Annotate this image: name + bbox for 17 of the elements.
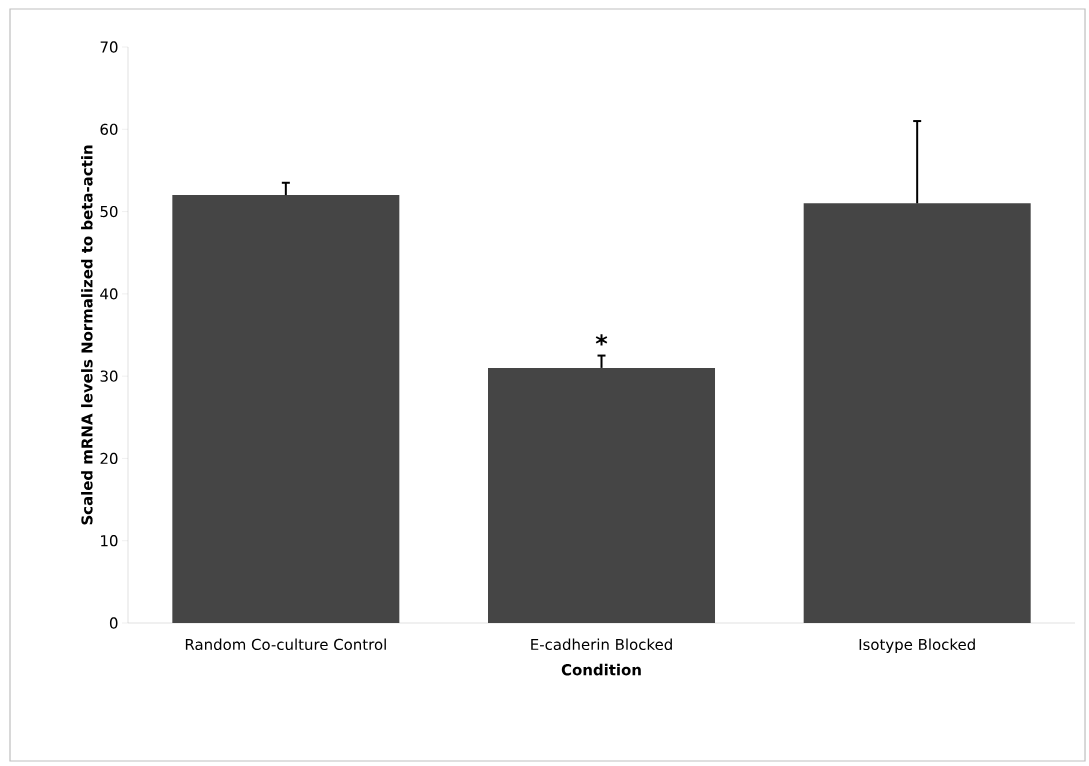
bar	[172, 195, 400, 623]
x-tick-label: Random Co-culture Control	[185, 638, 386, 651]
bar	[488, 367, 716, 623]
bar	[803, 203, 1031, 623]
y-tick-label: 70	[100, 41, 118, 53]
x-tick-label: Isotype Blocked	[859, 638, 975, 653]
x-tick-label: E-cadherin Blocked	[531, 638, 672, 651]
x-axis-title: Condition	[561, 663, 641, 676]
y-tick-label: 30	[100, 370, 118, 382]
y-axis-title: Scaled mRNA levels Normalized to beta-actin	[81, 145, 93, 525]
annotation: *	[595, 334, 608, 346]
y-tick-label: 10	[101, 535, 118, 547]
y-tick-label: 60	[100, 123, 118, 135]
y-tick-label: 40	[100, 288, 118, 300]
y-tick-label: 20	[100, 452, 118, 465]
y-tick-label: 50	[100, 205, 118, 218]
y-tick-label: 0	[109, 617, 118, 629]
